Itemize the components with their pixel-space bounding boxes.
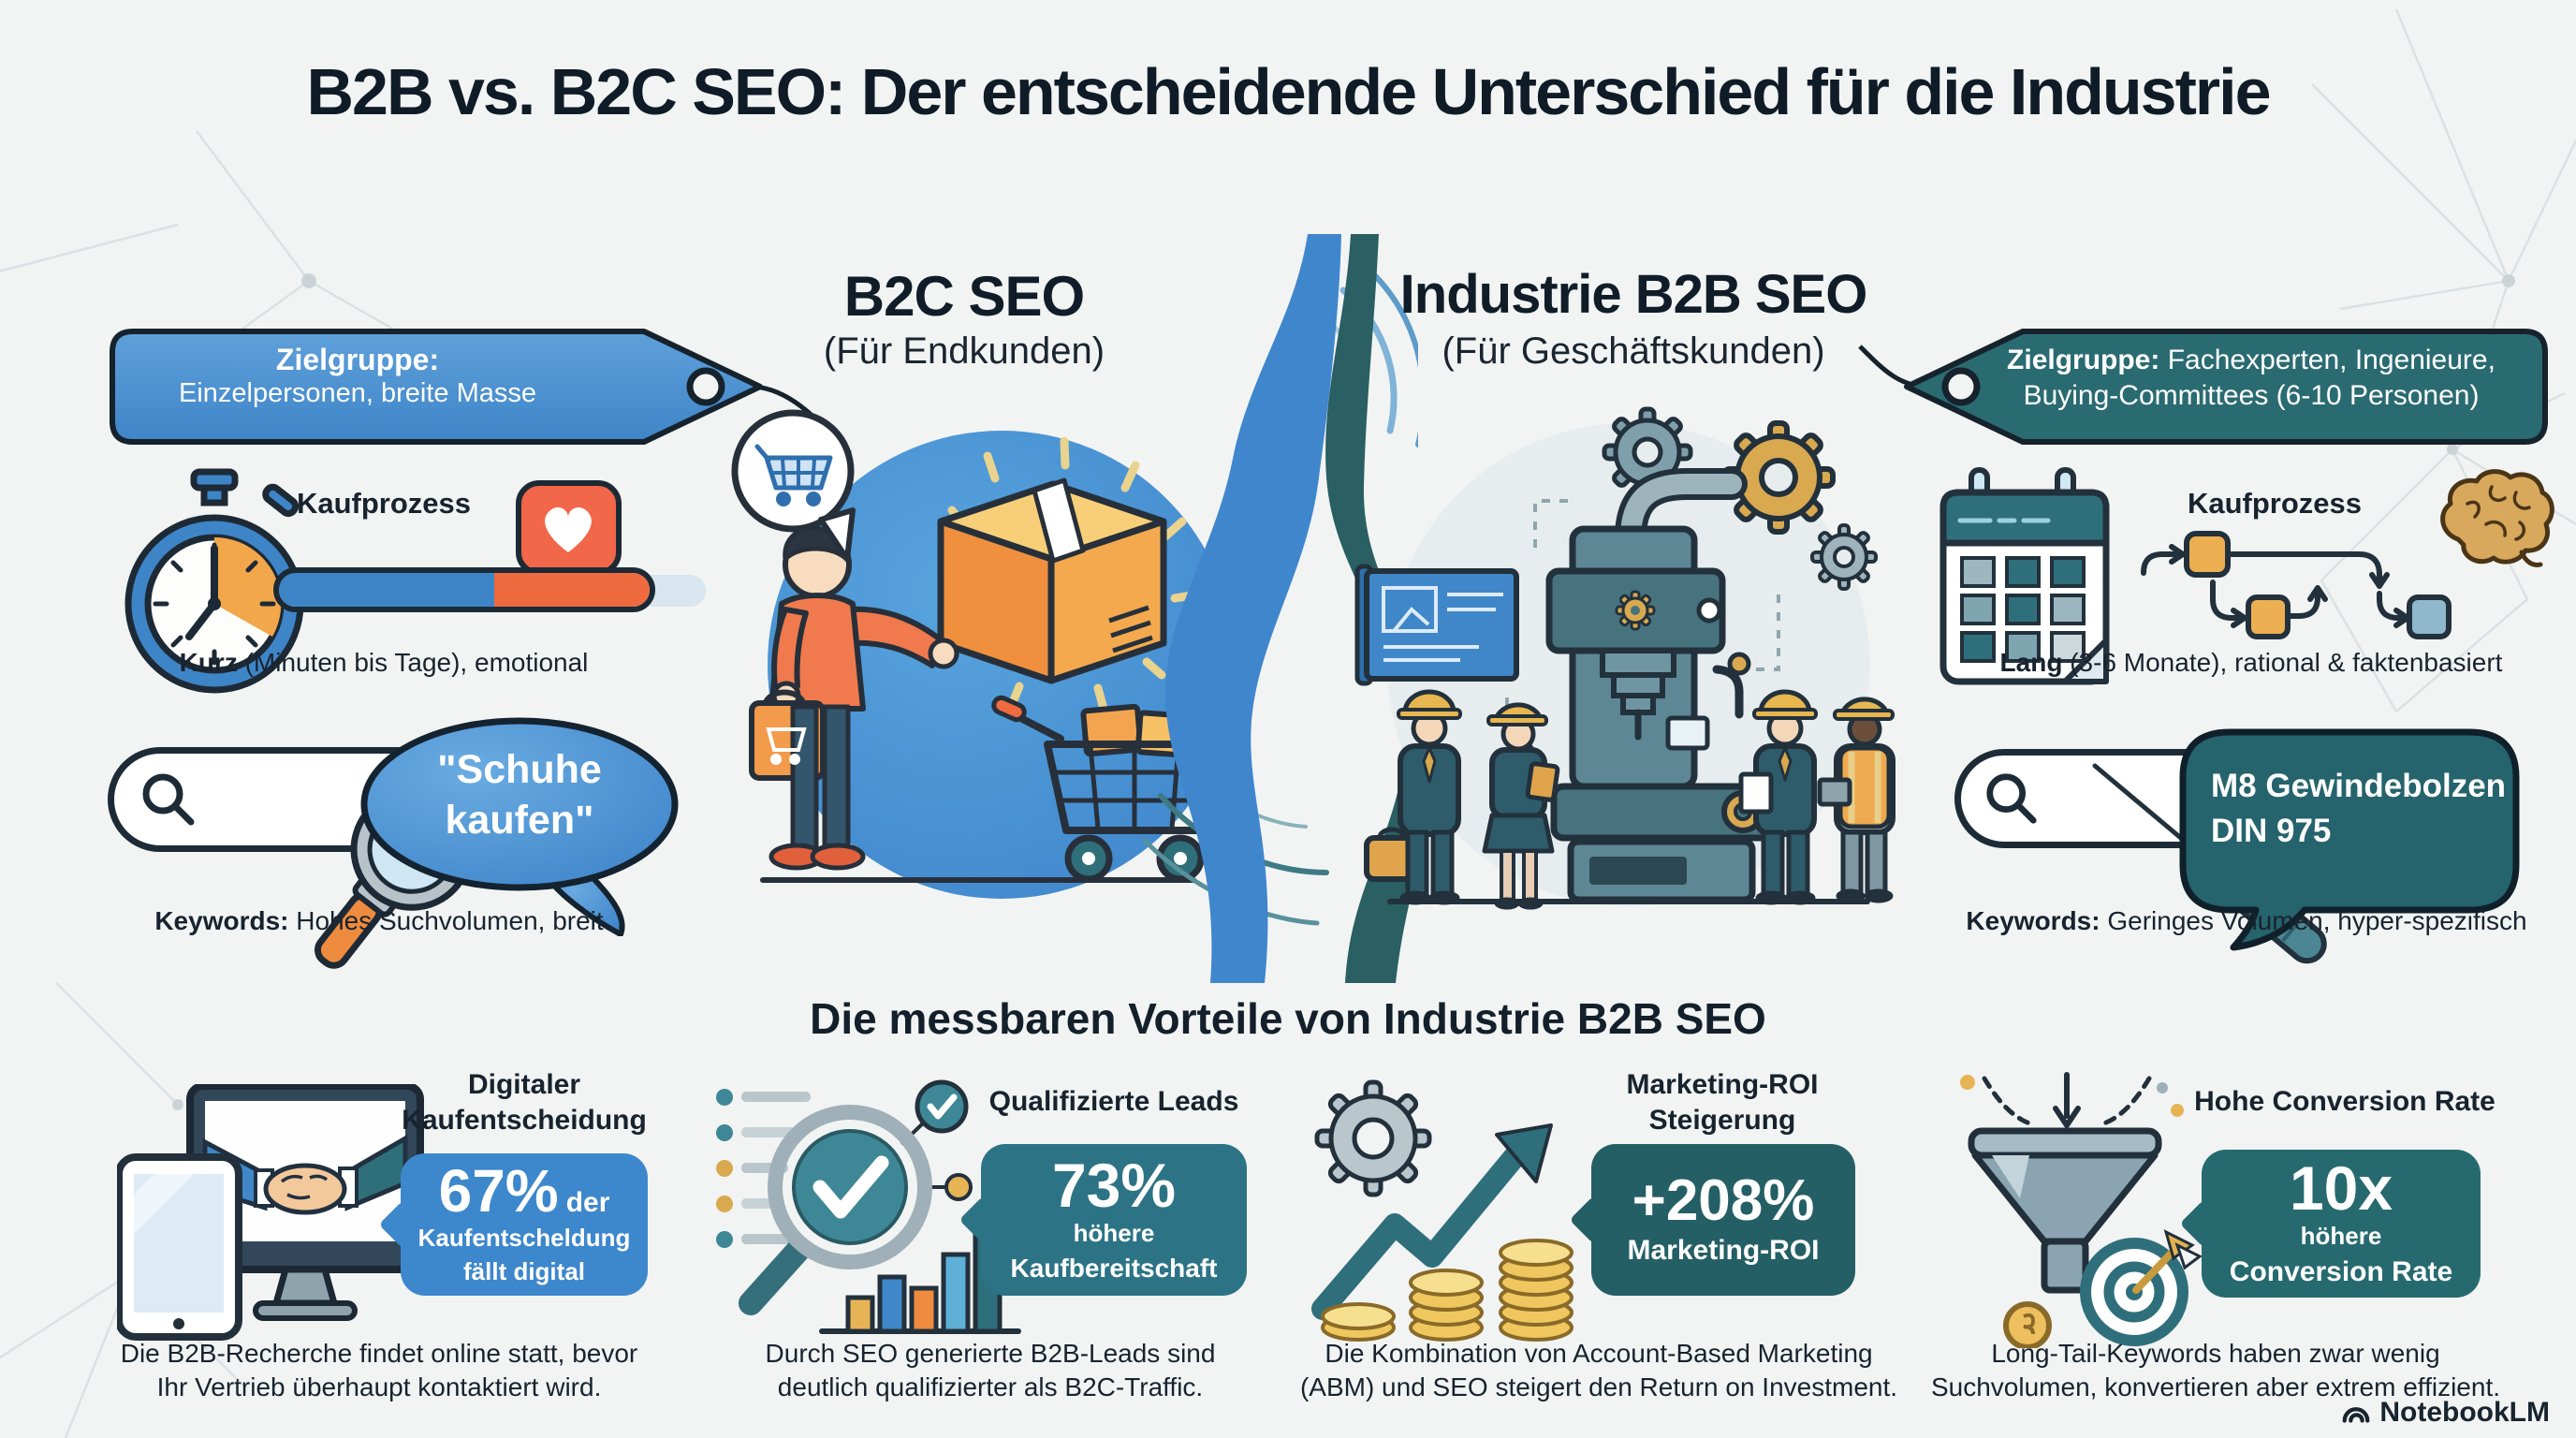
b2b-section-subheading: (Für Geschäftskunden) — [1442, 330, 1825, 372]
progress-blue-segment — [279, 573, 494, 607]
progress-bar — [273, 567, 655, 612]
card-caption: Suchvolumen, konvertieren aber extrem ef… — [1930, 1372, 2500, 1401]
search-glyph-icon — [142, 773, 195, 826]
card-title: Steigerung — [1648, 1105, 1796, 1136]
progress-orange-segment — [493, 573, 650, 607]
speech-bubble-icon — [2179, 728, 2520, 951]
stat-badge: 10x höhere Conversion Rate — [2202, 1150, 2481, 1298]
stat-value: +208% — [1632, 1167, 1815, 1233]
gear-arrow-coins-icon — [1311, 1079, 1573, 1342]
stat-value: 67% — [438, 1157, 559, 1225]
calendar-icon — [1939, 467, 2110, 685]
card-caption: Die B2B-Recherche findet online statt, b… — [120, 1339, 638, 1368]
notebooklm-logo-icon — [2342, 1407, 2370, 1423]
card-caption: Die Kombination von Account-Based Market… — [1325, 1339, 1873, 1368]
b2b-target-group-value: Buying-Committees (6-10 Personen) — [2023, 380, 2480, 411]
b2c-keywords-caption: Keywords: Hohes Suchvolumen, breit — [154, 906, 604, 935]
card-caption: (ABM) und SEO steigert den Return on Inv… — [1299, 1372, 1898, 1401]
brain-icon — [2440, 469, 2554, 567]
funnel-target-icon — [1960, 1072, 2203, 1348]
card-caption: Ihr Vertrieb überhaupt kontaktiert wird. — [156, 1372, 602, 1401]
watermark-text: NotebookLM — [2379, 1397, 2550, 1428]
b2c-shopping-illustration — [731, 409, 1236, 899]
stat-line: Kaufentscheldung — [417, 1224, 631, 1253]
stat-suffix: der — [565, 1187, 610, 1219]
stat-badge: 73% höhere Kaufbereitschaft — [981, 1144, 1247, 1296]
stat-badge: 67% der Kaufentscheldung fällt digital — [401, 1153, 648, 1296]
b2b-keyword-example-line2: DIN 975 — [2211, 813, 2332, 849]
b2c-process-caption: Kurz (Minuten bis Tage), emotional — [179, 648, 589, 677]
b2c-target-group-label: Zielgruppe: — [275, 343, 440, 376]
price-tag-icon — [1858, 329, 2548, 445]
b2b-process-caption: Lang (3-6 Monate), rational & faktenbasi… — [1999, 648, 2503, 677]
card-caption: deutlich qualifizierter als B2C-Traffic. — [777, 1372, 1204, 1401]
watermark: NotebookLM — [2340, 1397, 2550, 1429]
card-title: Marketing-ROI — [1626, 1069, 1819, 1100]
stat-line: fällt digital — [463, 1257, 585, 1285]
stat-line: Marketing-ROI — [1627, 1234, 1820, 1266]
stat-value: 10x — [2289, 1152, 2393, 1223]
benefits-heading: Die messbaren Vorteile von Industrie B2B… — [810, 994, 1766, 1043]
b2b-keywords-caption: Keywords: Geringes Volumen, hyper-spezif… — [1966, 906, 2527, 935]
b2b-keyword-example-line1: M8 Gewindebolzen — [2211, 768, 2507, 804]
stopwatch-icon — [124, 468, 304, 694]
card-title: Kaufentscheidung — [402, 1105, 647, 1136]
stat-line: Conversion Rate — [2229, 1256, 2453, 1288]
b2c-keyword-example-line2: kaufen" — [445, 798, 594, 843]
stat-badge: +208% Marketing-ROI — [1591, 1144, 1855, 1296]
search-glyph-icon — [1986, 773, 2037, 824]
page-title: B2B vs. B2C SEO: Der entscheidende Unter… — [306, 55, 2272, 128]
stat-line: Kaufbereitschaft — [1010, 1253, 1218, 1283]
card-title: Hohe Conversion Rate — [2194, 1086, 2496, 1117]
monitor-handshake-icon — [117, 1084, 424, 1341]
b2c-keyword-example-line1: "Schuhe — [437, 747, 602, 792]
b2c-process-heading: Kaufprozess — [296, 487, 472, 520]
b2c-target-group-value: Einzelpersonen, breite Masse — [178, 378, 537, 408]
stat-line: höhere — [2300, 1221, 2382, 1250]
b2b-section-heading: Industrie B2B SEO — [1399, 264, 1868, 325]
b2b-industry-illustration — [1354, 406, 1895, 910]
card-title: Qualifizierte Leads — [988, 1086, 1239, 1117]
b2b-target-group-label: Zielgruppe: Fachexperten, Ingenieure, — [2007, 345, 2496, 375]
card-title: Digitaler — [467, 1069, 581, 1100]
b2b-process-heading: Kaufprozess — [2187, 487, 2363, 520]
stat-line: höhere — [1073, 1218, 1155, 1247]
b2c-section-heading: B2C SEO — [843, 265, 1085, 328]
speech-bubble-icon — [360, 717, 679, 936]
b2c-section-subheading: (Für Endkunden) — [823, 330, 1105, 372]
flowchart-icon — [2141, 531, 2452, 639]
card-caption: Long-Tail-Keywords haben zwar wenig — [1991, 1339, 2440, 1368]
stat-value: 73% — [1051, 1150, 1177, 1220]
card-caption: Durch SEO generierte B2B-Leads sind — [765, 1339, 1216, 1368]
